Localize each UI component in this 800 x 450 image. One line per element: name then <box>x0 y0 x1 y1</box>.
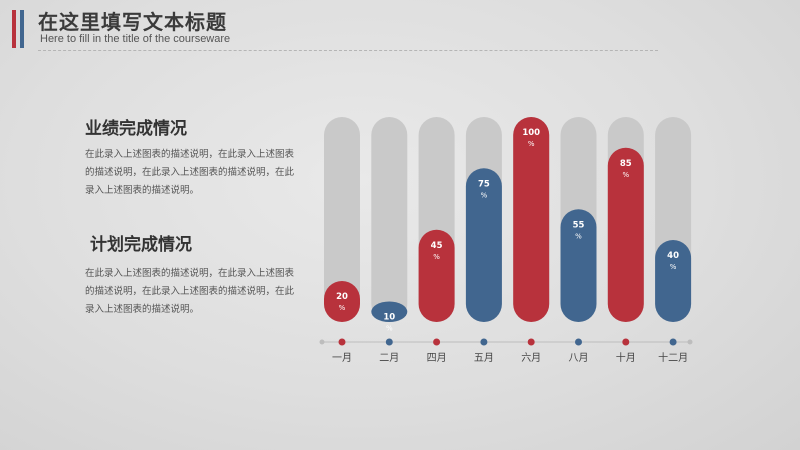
axis-dot <box>527 338 535 346</box>
bar-track <box>371 117 408 322</box>
bar-value-unit: % <box>433 253 440 261</box>
bar-value-label: 10 <box>383 313 395 323</box>
bar-value-label: 20 <box>336 292 348 302</box>
chart: 20% 一月 10% 二月 45% 四月 75% 五月 100% 六月 55% 八月 85% 十月 40% 十… <box>319 117 693 364</box>
axis-dot <box>575 338 582 346</box>
category-label: 六月 <box>521 352 541 364</box>
axis-dot <box>385 338 393 346</box>
bar-value-unit: % <box>575 232 582 240</box>
page-title: 在这里填写文本标题 <box>38 10 227 34</box>
bar-value-label: 75 <box>478 179 490 189</box>
section-heading-plan: 计划完成情况 <box>90 235 192 255</box>
bar-value-unit: % <box>528 140 535 148</box>
bar-track <box>324 117 360 322</box>
bar-value-unit: % <box>386 325 393 333</box>
category-label: 八月 <box>569 352 589 364</box>
section-heading-performance: 业绩完成情况 <box>85 119 187 139</box>
bar-value-label: 85 <box>620 159 632 169</box>
category-label: 二月 <box>379 352 399 364</box>
header-divider <box>38 50 658 51</box>
axis-dot <box>669 338 677 346</box>
axis-dot <box>480 338 488 346</box>
bar-value-unit: % <box>339 304 346 312</box>
bar-value-unit: % <box>622 171 629 179</box>
category-label: 十二月 <box>658 351 688 364</box>
axis-dot <box>338 338 346 346</box>
bar-value-label: 100 <box>522 128 540 138</box>
axis-end-dot <box>687 339 693 345</box>
page-subtitle: Here to fill in the title of the coursew… <box>40 33 231 45</box>
bar-value-unit: % <box>670 263 677 271</box>
bar <box>324 281 360 322</box>
section-text-plan: 在此录入上述图表的描述说明，在此录入上述图表的描述说明，在此录入上述图表的描述说… <box>85 268 295 315</box>
category-label: 五月 <box>474 352 494 364</box>
bar-value-label: 45 <box>431 241 443 251</box>
section-text-performance: 在此录入上述图表的描述说明，在此录入上述图表的描述说明，在此录入上述图表的描述说… <box>85 149 295 196</box>
category-label: 十月 <box>616 351 636 364</box>
category-label: 一月 <box>332 352 352 364</box>
bar <box>465 168 502 322</box>
bar-value-label: 40 <box>667 251 679 261</box>
bar <box>655 240 692 322</box>
axis-dot <box>433 338 441 346</box>
bar <box>418 229 455 322</box>
bar-value-label: 55 <box>573 220 585 230</box>
bar <box>560 209 597 322</box>
category-label: 四月 <box>427 352 447 364</box>
bar <box>371 301 408 322</box>
axis-dot <box>622 338 630 346</box>
bar-value-unit: % <box>481 191 488 199</box>
accent-bar-red <box>12 10 16 48</box>
accent-bar-blue <box>20 10 24 48</box>
axis-end-dot <box>319 339 325 345</box>
bar <box>607 147 644 322</box>
bar <box>513 117 550 322</box>
